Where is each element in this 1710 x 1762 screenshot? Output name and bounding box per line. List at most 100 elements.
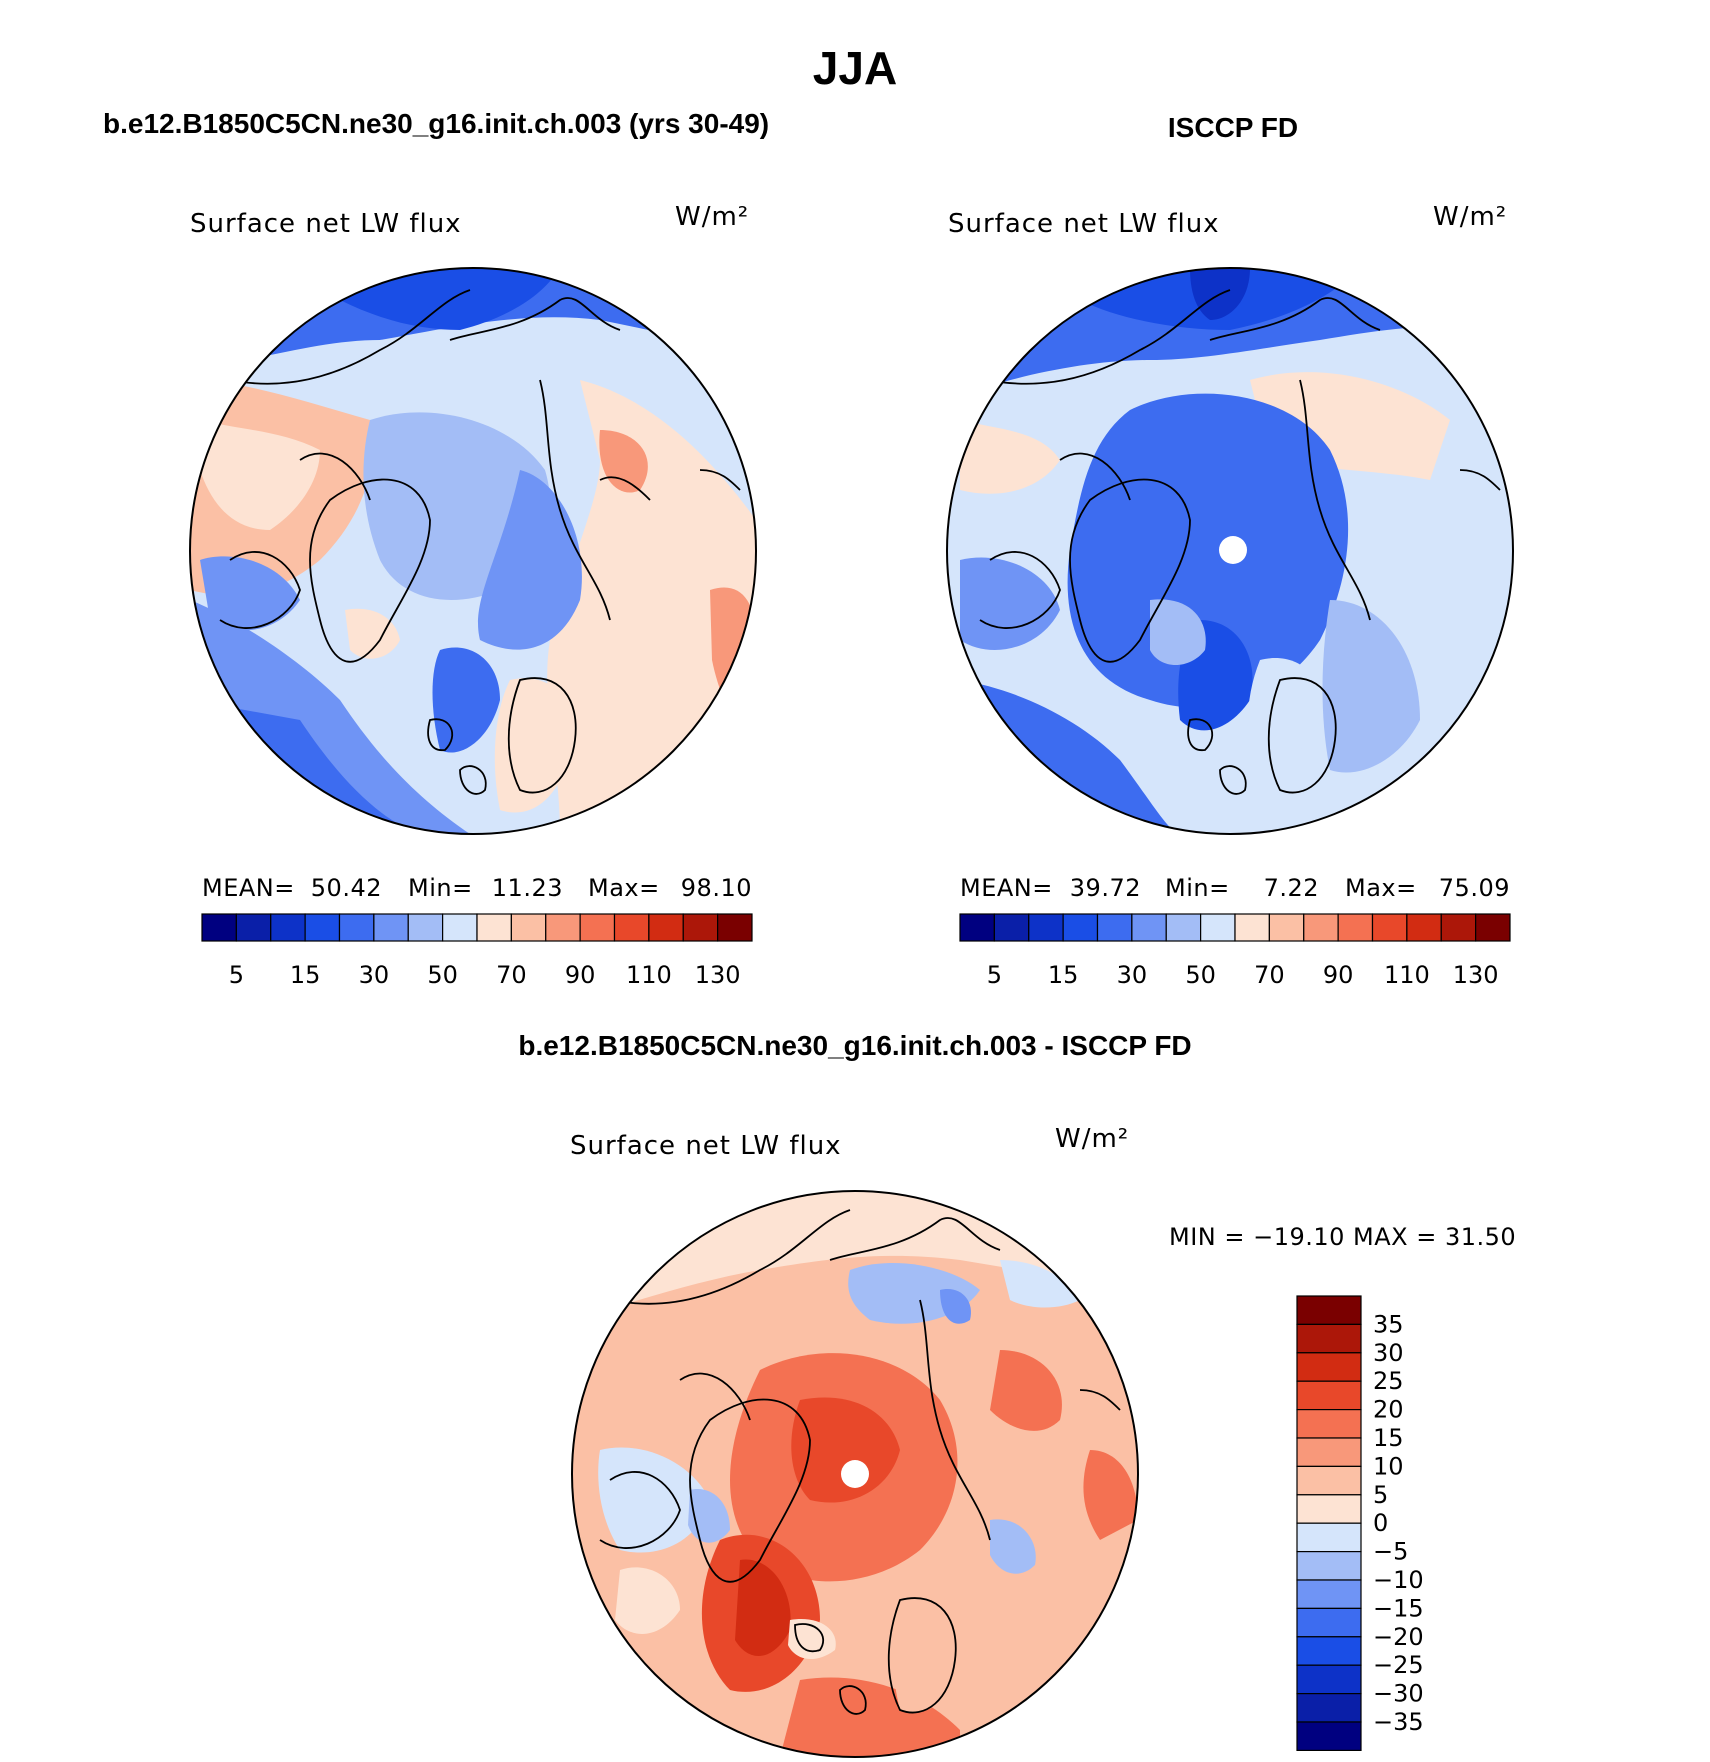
colorbar-model-swatch (373, 913, 409, 942)
colorbar-model-swatch (407, 913, 444, 942)
colorbar-obs-tick-label: 15 (1048, 961, 1079, 989)
panel-model-mean-label: MEAN= (202, 874, 295, 902)
colorbar-diff-tick-label: 5 (1373, 1481, 1388, 1509)
colorbar-model-swatch (442, 913, 478, 942)
colorbar-diff-swatch (1296, 1721, 1362, 1751)
colorbar-model-swatch (717, 913, 753, 942)
colorbar-diff-swatch (1296, 1352, 1362, 1382)
colorbar-obs-swatch (993, 913, 1030, 942)
panel-obs-mean-value: 39.72 (1070, 874, 1141, 902)
colorbar-model-swatch (338, 913, 375, 942)
colorbar-diff-tick-label: 30 (1373, 1339, 1404, 1367)
panel-diff: b.e12.B1850C5CN.ne30_g16.init.ch.003 - I… (518, 1030, 1516, 1758)
panel-model-max-label: Max= (588, 874, 660, 902)
colorbar-diff-swatch (1296, 1437, 1362, 1467)
panel-obs-variable: Surface net LW flux (948, 209, 1220, 239)
colorbar-diff-tick-label: 25 (1373, 1367, 1404, 1395)
colorbar-model-swatch (476, 913, 512, 942)
colorbar-model-tick-label: 70 (496, 961, 527, 989)
colorbar-obs-swatch (1028, 913, 1064, 942)
main-title: JJA (813, 42, 897, 94)
colorbar-obs-swatch (1200, 913, 1236, 942)
colorbar-diff-swatch (1296, 1607, 1362, 1638)
colorbar-obs-swatch (959, 913, 995, 942)
colorbar-diff-tick-label: −5 (1373, 1538, 1408, 1566)
map-diff (571, 1190, 1139, 1758)
colorbar-diff-swatch (1296, 1579, 1362, 1609)
panel-diff-units: W/m² (1055, 1124, 1129, 1154)
colorbar-diff-tick-label: −20 (1373, 1623, 1424, 1651)
colorbar-obs-tick-label: 110 (1384, 961, 1430, 989)
map-obs (946, 267, 1514, 835)
colorbar-obs-swatch (1440, 913, 1477, 942)
colorbar-model-swatch (613, 913, 650, 942)
colorbar-model-swatch (201, 913, 237, 942)
panel-model-min-label: Min= (408, 874, 473, 902)
colorbar-obs-tick-label: 90 (1323, 961, 1354, 989)
colorbar-model-swatch (545, 913, 581, 942)
colorbar-obs: 5 15 30 50 70 90 110 130 (959, 913, 1511, 989)
colorbar-obs-tick-label: 5 (987, 961, 1002, 989)
colorbar-diff-swatch (1296, 1408, 1362, 1439)
colorbar-model-swatch (682, 913, 719, 942)
colorbar-model-tick-label: 5 (229, 961, 244, 989)
colorbar-diff-swatch (1296, 1636, 1362, 1666)
colorbar-diff-tick-label: 35 (1373, 1310, 1404, 1338)
panel-model-mean-value: 50.42 (311, 874, 382, 902)
colorbar-diff-tick-label: 20 (1373, 1396, 1404, 1424)
panel-diff-header: b.e12.B1850C5CN.ne30_g16.init.ch.003 - I… (518, 1030, 1191, 1061)
colorbar-diff-swatch (1296, 1465, 1362, 1496)
colorbar-diff-tick-label: −15 (1373, 1594, 1424, 1622)
panel-diff-stats: MIN = −19.10 MAX = 31.50 (1169, 1223, 1516, 1251)
colorbar-diff-tick-label: 10 (1373, 1452, 1404, 1480)
colorbar-diff-swatch (1296, 1664, 1362, 1695)
colorbar-model-swatch (510, 913, 547, 942)
colorbar-obs-swatch (1165, 913, 1202, 942)
colorbar-model-swatch (270, 913, 306, 942)
colorbar-obs-swatch (1406, 913, 1442, 942)
colorbar-diff-tick-label: −30 (1373, 1680, 1424, 1708)
panel-model-min-value: 11.23 (492, 874, 563, 902)
colorbar-diff-tick-label: 0 (1373, 1509, 1388, 1537)
colorbar-obs-swatch (1303, 913, 1339, 942)
panel-obs-mean-label: MEAN= (960, 874, 1053, 902)
colorbar-obs-swatch (1475, 913, 1511, 942)
panel-obs-max-label: Max= (1345, 874, 1417, 902)
colorbar-obs-tick-label: 70 (1254, 961, 1285, 989)
panel-obs-min-value: 7.22 (1264, 874, 1319, 902)
colorbar-diff-swatch (1296, 1323, 1362, 1354)
colorbar-diff-swatch (1296, 1692, 1362, 1723)
colorbar-diff-swatch (1296, 1522, 1362, 1553)
colorbar-model-swatch (648, 913, 684, 942)
colorbar-model: 5 15 30 50 70 90 110 130 (201, 913, 753, 989)
colorbar-diff-tick-label: −10 (1373, 1566, 1424, 1594)
colorbar-model-tick-label: 130 (695, 961, 741, 989)
colorbar-model-swatch (579, 913, 616, 942)
colorbar-diff-tick-label: −35 (1373, 1708, 1424, 1736)
panel-obs-min-label: Min= (1165, 874, 1230, 902)
colorbar-obs-swatch (1371, 913, 1408, 942)
colorbar-obs-swatch (1096, 913, 1133, 942)
map-model (189, 267, 757, 835)
colorbar-diff-swatch (1296, 1494, 1362, 1524)
colorbar-model-swatch (304, 913, 341, 942)
colorbar-obs-swatch (1062, 913, 1099, 942)
colorbar-obs-swatch (1268, 913, 1305, 942)
colorbar-model-tick-label: 110 (626, 961, 672, 989)
panel-diff-variable: Surface net LW flux (570, 1131, 842, 1161)
colorbar-diff-tick-label: −25 (1373, 1651, 1424, 1679)
colorbar-model-tick-label: 90 (565, 961, 596, 989)
panel-obs: ISCCP FD Surface net LW flux W/m² (946, 112, 1514, 989)
panel-obs-stats: MEAN= 39.72 Min= 7.22 Max= 75.09 (960, 874, 1510, 902)
colorbar-obs-swatch (1234, 913, 1270, 942)
colorbar-obs-tick-label: 30 (1117, 961, 1148, 989)
colorbar-obs-swatch (1131, 913, 1167, 942)
colorbar-diff-swatch (1296, 1550, 1362, 1581)
colorbar-model-tick-label: 30 (359, 961, 390, 989)
panel-obs-units: W/m² (1433, 202, 1507, 232)
panel-model-max-value: 98.10 (681, 874, 752, 902)
colorbar-diff-swatch (1296, 1380, 1362, 1411)
panel-model-stats: MEAN= 50.42 Min= 11.23 Max= 98.10 (202, 874, 752, 902)
